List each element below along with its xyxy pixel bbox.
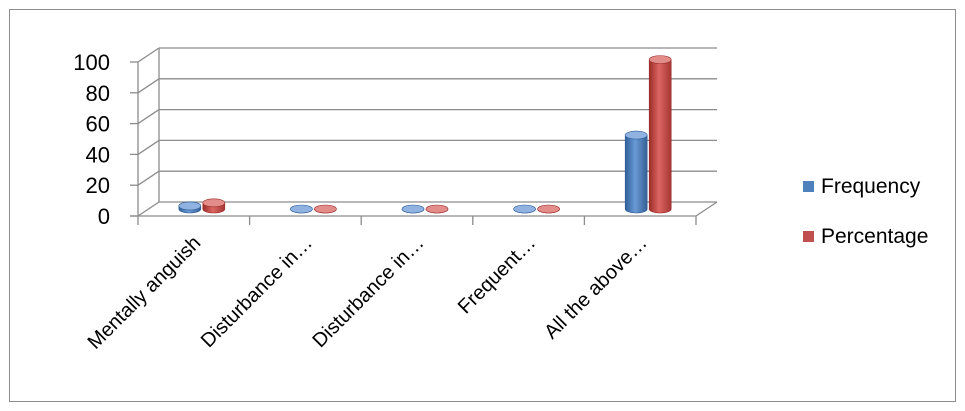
bar-percentage-1 (314, 204, 337, 214)
bar-percentage-2 (425, 204, 449, 214)
x-category-label: Disturbance in… (197, 232, 317, 352)
legend: Frequency Percentage (803, 175, 928, 248)
x-category-label: Disturbance in… (308, 232, 428, 352)
legend-label-frequency: Frequency (821, 175, 921, 198)
gridlines (137, 47, 717, 217)
bar-body (648, 59, 672, 214)
bar-top (290, 204, 313, 214)
bar-top (202, 198, 226, 208)
bars (178, 55, 672, 214)
x-category-label: Mentally anguish (84, 232, 206, 354)
bar-percentage-3 (537, 204, 560, 214)
bar-top (624, 130, 648, 140)
legend-swatch-frequency (803, 181, 814, 192)
legend-swatch-percentage (803, 231, 814, 242)
gridline-side (137, 139, 160, 155)
y-tick-label: 80 (86, 81, 110, 106)
bar-frequency-3 (513, 204, 536, 214)
bar-top (425, 204, 449, 214)
bar-frequency-4 (624, 130, 648, 214)
bar-frequency-2 (401, 204, 425, 214)
bar-top (401, 204, 425, 214)
gridline-side (137, 109, 160, 125)
floor-right-edge (695, 201, 718, 217)
bar-frequency-1 (290, 204, 313, 214)
axes (130, 48, 718, 225)
bar-top (513, 204, 536, 214)
gridline-side (137, 47, 160, 63)
y-tick-label: 0 (98, 204, 110, 229)
y-tick-label: 100 (73, 50, 110, 75)
chart-frame (9, 9, 956, 402)
bar-top (314, 204, 337, 214)
bar-top (537, 204, 560, 214)
legend-label-percentage: Percentage (821, 225, 928, 248)
gridline-side (137, 170, 160, 186)
gridline-side (137, 78, 160, 94)
bar-percentage-4 (648, 55, 672, 214)
bar-body (624, 134, 648, 214)
bar-frequency-0 (178, 201, 202, 214)
bar-percentage-0 (202, 198, 226, 214)
bar-top (648, 55, 672, 64)
y-tick-label: 60 (86, 112, 110, 137)
gridline-side (137, 201, 160, 217)
y-tick-label: 20 (86, 173, 110, 198)
bar-top (178, 201, 202, 211)
x-category-label: Frequent… (454, 232, 540, 318)
x-category-label: All the above… (540, 232, 651, 343)
y-tick-label: 40 (86, 142, 110, 167)
